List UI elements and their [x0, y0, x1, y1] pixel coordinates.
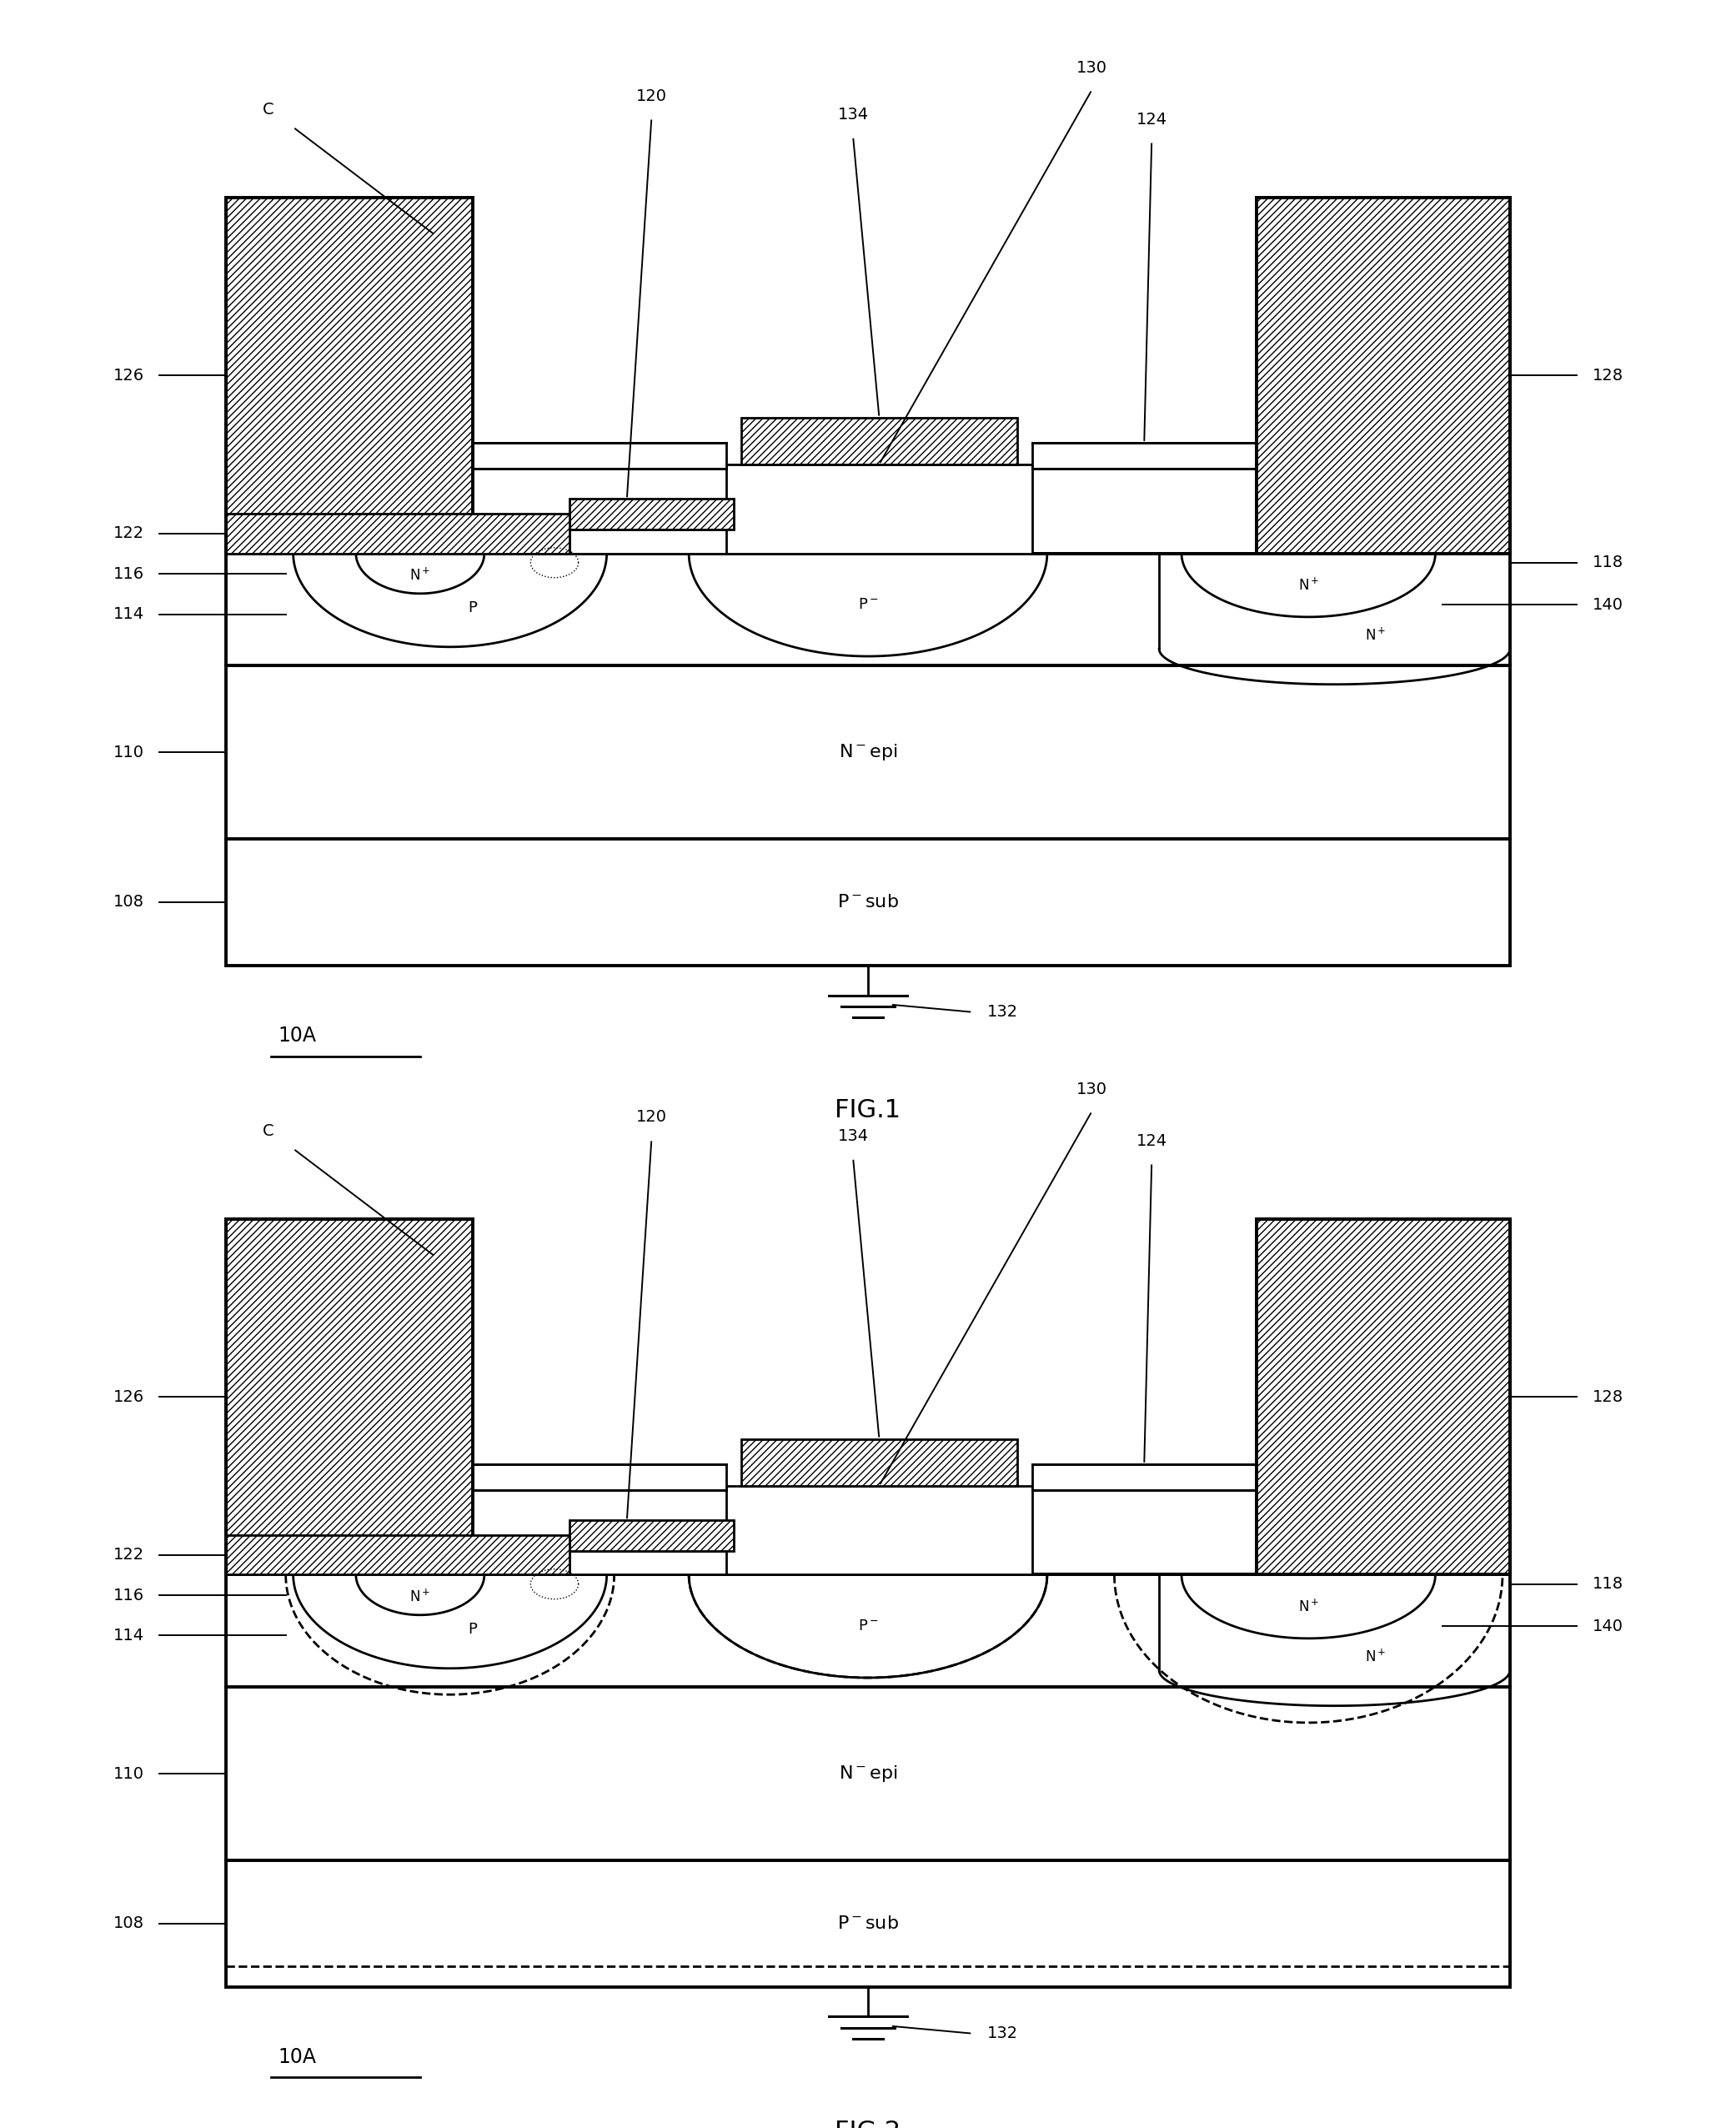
Text: C: C [262, 1124, 274, 1138]
Text: 124: 124 [1135, 111, 1167, 128]
Bar [226, 1860, 1510, 1988]
Bar [226, 1219, 472, 1575]
Text: P$^-$sub: P$^-$sub [837, 894, 899, 911]
Text: 10A: 10A [278, 1026, 316, 1045]
Text: 120: 120 [635, 1109, 667, 1126]
Text: 130: 130 [1076, 1081, 1108, 1098]
Text: N$^-$epi: N$^-$epi [838, 743, 898, 762]
Bar [569, 530, 734, 553]
Bar [1033, 1464, 1257, 1490]
Bar [226, 1536, 569, 1575]
Bar [741, 417, 1017, 464]
Bar [569, 498, 734, 530]
Text: 132: 132 [988, 1004, 1019, 1019]
Text: 132: 132 [988, 2026, 1019, 2041]
Text: 140: 140 [1592, 1617, 1623, 1634]
Text: 120: 120 [635, 87, 667, 104]
Text: 126: 126 [113, 368, 144, 383]
Bar [226, 666, 1510, 838]
Bar [726, 1485, 1033, 1575]
Text: 116: 116 [113, 1587, 144, 1602]
Bar [226, 1575, 1510, 1688]
Text: N$^-$epi: N$^-$epi [838, 1764, 898, 1783]
Text: 128: 128 [1592, 1390, 1623, 1404]
Bar [226, 515, 569, 553]
Text: 114: 114 [113, 1628, 144, 1643]
Text: N$^+$: N$^+$ [1299, 577, 1319, 594]
Bar [226, 553, 1510, 666]
Text: P$^-$: P$^-$ [858, 598, 878, 613]
Bar [569, 1551, 734, 1575]
Text: 108: 108 [113, 894, 144, 911]
Text: C: C [262, 102, 274, 117]
Bar [472, 443, 726, 468]
Bar [226, 1688, 1510, 1860]
Text: N$^+$: N$^+$ [410, 568, 431, 583]
Bar [226, 838, 1510, 966]
Text: FIG.2: FIG.2 [835, 2119, 901, 2128]
Text: P: P [467, 600, 477, 615]
Text: 116: 116 [113, 566, 144, 581]
Text: P: P [467, 1622, 477, 1636]
Bar [1257, 198, 1510, 553]
Bar [1257, 1219, 1510, 1575]
Text: 122: 122 [113, 526, 144, 541]
Text: 118: 118 [1592, 1577, 1623, 1592]
Text: 128: 128 [1592, 368, 1623, 383]
Bar [1033, 443, 1257, 468]
Bar [569, 1519, 734, 1551]
Bar [1257, 1536, 1510, 1575]
Bar [472, 1464, 726, 1490]
Bar [741, 1439, 1017, 1485]
Bar [226, 198, 472, 553]
Text: N$^+$: N$^+$ [1299, 1598, 1319, 1615]
Text: P$^-$sub: P$^-$sub [837, 1915, 899, 1932]
Text: 134: 134 [837, 1128, 868, 1145]
Bar [1257, 515, 1510, 553]
Text: N$^+$: N$^+$ [410, 1590, 431, 1605]
Text: 122: 122 [113, 1547, 144, 1562]
Text: 130: 130 [1076, 60, 1108, 77]
Bar [726, 464, 1033, 553]
Text: 126: 126 [113, 1390, 144, 1404]
Text: FIG.1: FIG.1 [835, 1098, 901, 1121]
Text: 114: 114 [113, 606, 144, 621]
Text: 110: 110 [113, 1766, 144, 1781]
Text: 134: 134 [837, 106, 868, 123]
Text: 108: 108 [113, 1915, 144, 1932]
Text: N$^+$: N$^+$ [1364, 1649, 1385, 1664]
Text: 124: 124 [1135, 1132, 1167, 1149]
Text: N$^+$: N$^+$ [1364, 628, 1385, 643]
Text: 110: 110 [113, 745, 144, 760]
Text: 118: 118 [1592, 555, 1623, 570]
Text: P$^-$: P$^-$ [858, 1619, 878, 1634]
Text: 10A: 10A [278, 2047, 316, 2066]
Text: 140: 140 [1592, 596, 1623, 613]
